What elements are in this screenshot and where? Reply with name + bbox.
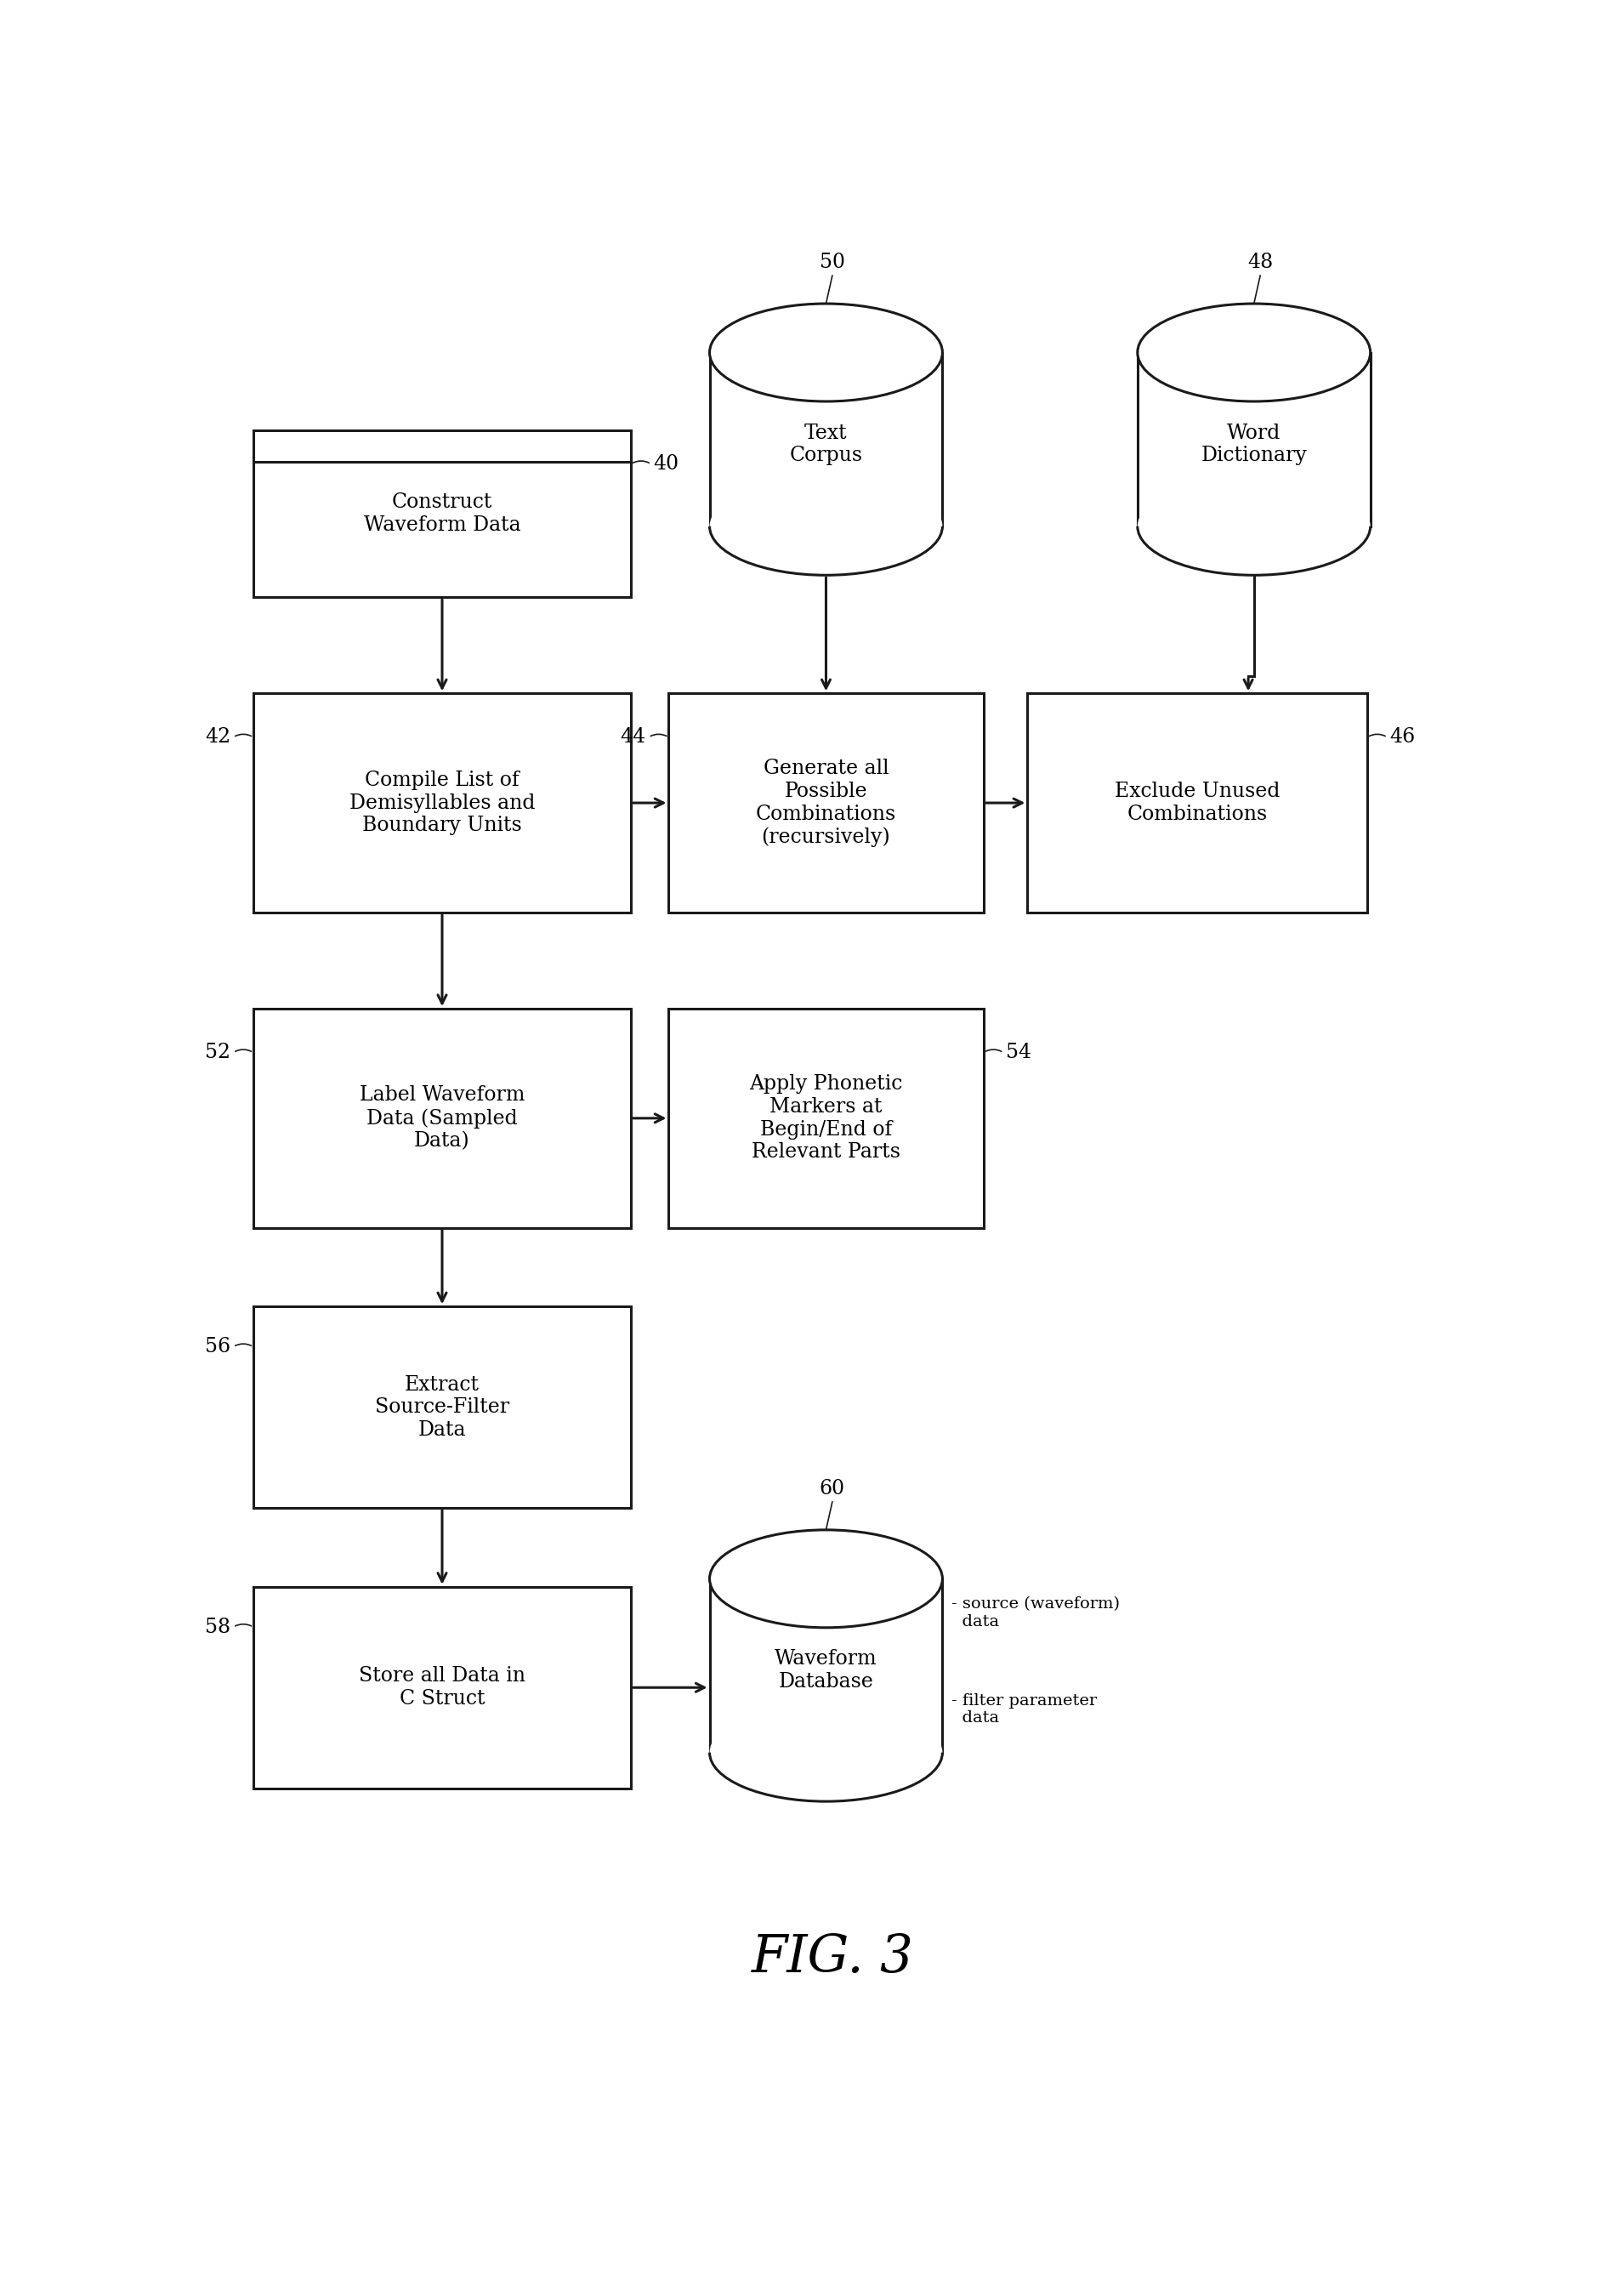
Text: Word
Dictionary: Word Dictionary bbox=[1200, 423, 1307, 466]
Bar bbox=[710, 353, 942, 526]
Bar bbox=[253, 694, 630, 912]
Text: 50: 50 bbox=[820, 253, 844, 273]
Text: Text
Corpus: Text Corpus bbox=[789, 423, 862, 466]
Text: Store all Data in
C Struct: Store all Data in C Struct bbox=[359, 1668, 526, 1709]
Bar bbox=[253, 1008, 630, 1229]
Bar bbox=[669, 694, 984, 912]
Text: 42: 42 bbox=[205, 728, 231, 746]
Ellipse shape bbox=[1137, 478, 1371, 576]
Text: Waveform
Database: Waveform Database bbox=[775, 1649, 877, 1693]
Text: 48: 48 bbox=[1247, 253, 1273, 273]
Ellipse shape bbox=[710, 1704, 942, 1802]
Text: Label Waveform
Data (Sampled
Data): Label Waveform Data (Sampled Data) bbox=[359, 1085, 525, 1151]
Text: 58: 58 bbox=[205, 1618, 231, 1638]
Bar bbox=[1137, 353, 1371, 526]
Bar bbox=[253, 1588, 630, 1788]
Text: - filter parameter
  data: - filter parameter data bbox=[952, 1693, 1098, 1727]
Text: Apply Phonetic
Markers at
Begin/End of
Relevant Parts: Apply Phonetic Markers at Begin/End of R… bbox=[749, 1074, 903, 1163]
Ellipse shape bbox=[710, 478, 942, 576]
Ellipse shape bbox=[710, 1529, 942, 1627]
Bar bbox=[253, 430, 630, 596]
Text: 54: 54 bbox=[1005, 1042, 1031, 1062]
Text: - source (waveform)
  data: - source (waveform) data bbox=[952, 1597, 1121, 1629]
Ellipse shape bbox=[710, 303, 942, 400]
Bar bbox=[710, 1579, 942, 1752]
Text: Extract
Source-Filter
Data: Extract Source-Filter Data bbox=[375, 1374, 510, 1440]
Text: 40: 40 bbox=[653, 455, 679, 473]
Text: Generate all
Possible
Combinations
(recursively): Generate all Possible Combinations (recu… bbox=[755, 760, 896, 846]
Text: 56: 56 bbox=[205, 1338, 231, 1356]
Bar bbox=[669, 1008, 984, 1229]
Bar bbox=[253, 1306, 630, 1508]
Text: 46: 46 bbox=[1390, 728, 1416, 746]
Text: 44: 44 bbox=[620, 728, 646, 746]
Text: Construct
Waveform Data: Construct Waveform Data bbox=[364, 494, 521, 535]
Text: 52: 52 bbox=[205, 1042, 231, 1062]
Ellipse shape bbox=[1137, 303, 1371, 400]
Text: Compile List of
Demisyllables and
Boundary Units: Compile List of Demisyllables and Bounda… bbox=[349, 771, 534, 835]
Bar bbox=[1028, 694, 1367, 912]
Text: Exclude Unused
Combinations: Exclude Unused Combinations bbox=[1114, 783, 1280, 824]
Text: 60: 60 bbox=[820, 1479, 844, 1499]
Text: FIG. 3: FIG. 3 bbox=[752, 1934, 913, 1984]
